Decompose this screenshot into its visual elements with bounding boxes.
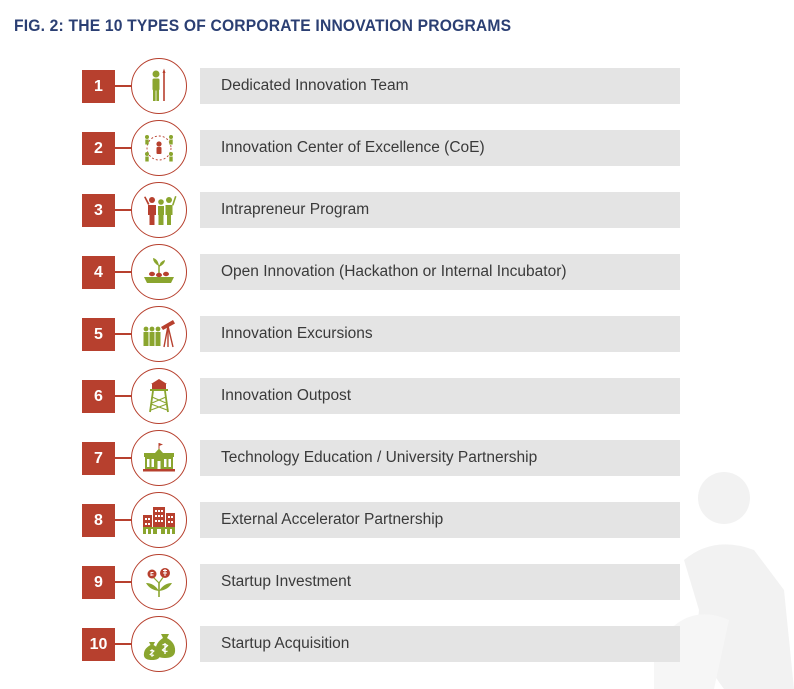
connector-line	[115, 581, 132, 583]
item-label: Innovation Excursions	[221, 325, 373, 342]
list-item: Startup Investment 9	[0, 554, 794, 616]
university-building-icon	[143, 443, 175, 472]
city-buildings-icon	[143, 507, 175, 534]
money-bags-icon	[143, 634, 176, 660]
item-number: 1	[82, 70, 115, 103]
icon-circle	[131, 244, 187, 300]
item-label: Innovation Outpost	[221, 387, 352, 404]
list-item: Innovation Outpost 6	[0, 368, 794, 430]
item-number: 10	[82, 628, 115, 661]
item-bar	[200, 316, 680, 352]
item-label: Intrapreneur Program	[221, 201, 370, 218]
list-item: Dedicated Innovation Team 1	[0, 58, 794, 120]
item-label: External Accelerator Partnership	[221, 511, 444, 528]
money-plant-icon	[146, 568, 172, 597]
item-bar	[200, 626, 680, 662]
item-bar	[200, 130, 680, 166]
icon-circle	[131, 120, 187, 176]
item-label: Dedicated Innovation Team	[221, 77, 409, 94]
list-item: Technology Education / University Partne…	[0, 430, 794, 492]
list-item: Open Innovation (Hackathon or Internal I…	[0, 244, 794, 306]
icon-circle	[131, 430, 187, 486]
watchtower-icon	[149, 379, 169, 413]
network-of-people-icon	[145, 135, 173, 162]
seedling-planter-icon	[144, 258, 174, 283]
icon-circle	[131, 306, 187, 362]
connector-line	[115, 395, 132, 397]
item-number: 4	[82, 256, 115, 289]
icon-circle	[131, 492, 187, 548]
group-with-telescope-icon	[143, 320, 175, 348]
icon-circle	[131, 182, 187, 238]
item-number: 6	[82, 380, 115, 413]
connector-line	[115, 147, 132, 149]
figure-title: FIG. 2: THE 10 TYPES OF CORPORATE INNOVA…	[14, 16, 512, 35]
item-bar	[200, 502, 680, 538]
connector-line	[115, 271, 132, 273]
connector-line	[115, 519, 132, 521]
group-raising-hands-icon	[144, 196, 177, 225]
list-item: Innovation Center of Excellence (CoE) 2	[0, 120, 794, 182]
item-label: Startup Acquisition	[221, 635, 350, 652]
person-with-staff-icon	[152, 68, 166, 101]
item-number: 5	[82, 318, 115, 351]
item-label: Innovation Center of Excellence (CoE)	[221, 139, 485, 156]
item-label: Open Innovation (Hackathon or Internal I…	[221, 263, 567, 280]
icon-circle	[131, 616, 187, 672]
item-number: 8	[82, 504, 115, 537]
connector-line	[115, 85, 132, 87]
item-number: 3	[82, 194, 115, 227]
icon-circle	[131, 58, 187, 114]
connector-line	[115, 333, 132, 335]
item-label: Technology Education / University Partne…	[221, 449, 538, 466]
item-bar	[200, 440, 680, 476]
list-item: Innovation Excursions 5	[0, 306, 794, 368]
item-bar	[200, 378, 680, 414]
item-label: Startup Investment	[221, 573, 352, 590]
list-item: Intrapreneur Program 3	[0, 182, 794, 244]
item-bar	[200, 68, 680, 104]
item-number: 2	[82, 132, 115, 165]
item-bar	[200, 192, 680, 228]
connector-line	[115, 457, 132, 459]
item-bar	[200, 564, 680, 600]
icon-circle	[131, 554, 187, 610]
item-bar	[200, 254, 680, 290]
item-number: 7	[82, 442, 115, 475]
connector-line	[115, 209, 132, 211]
icon-circle	[131, 368, 187, 424]
connector-line	[115, 643, 132, 645]
list-item: External Accelerator Partnership 8	[0, 492, 794, 554]
item-number: 9	[82, 566, 115, 599]
list-item: Startup Acquisition 10	[0, 616, 794, 678]
